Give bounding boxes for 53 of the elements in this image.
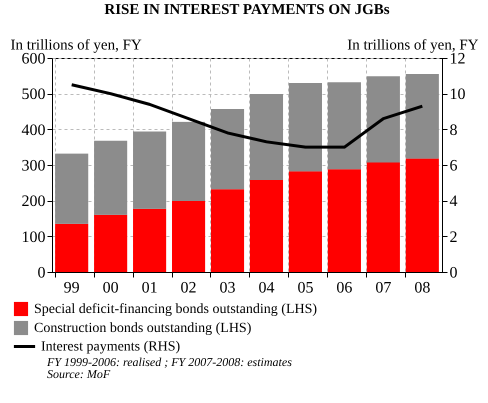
bar xyxy=(94,140,128,215)
y2-tick-label: 10 xyxy=(450,86,466,104)
bar xyxy=(210,109,244,190)
bar xyxy=(55,224,88,272)
x-tick-label: 06 xyxy=(336,280,352,296)
bar xyxy=(328,82,361,170)
chart-title: RISE IN INTEREST PAYMENTS ON JGBs xyxy=(104,2,390,18)
y-tick-label: 200 xyxy=(22,193,46,210)
y2-tick-label: 4 xyxy=(450,193,458,210)
bar xyxy=(172,201,206,272)
bar xyxy=(288,171,322,272)
source-note: Source: MoF xyxy=(47,367,111,381)
bar xyxy=(94,214,128,272)
y2-tick-label: 0 xyxy=(450,264,458,282)
x-tick-label: 02 xyxy=(180,280,197,296)
legend-label: Construction bonds outstanding (LHS) xyxy=(34,321,252,336)
bar xyxy=(328,169,361,272)
bar xyxy=(366,76,400,163)
bar xyxy=(288,82,322,172)
x-tick-label: 01 xyxy=(142,280,158,296)
x-tick-label: 99 xyxy=(64,280,80,296)
bar xyxy=(133,208,166,272)
bar xyxy=(210,189,244,272)
legend-label: Special deficit-financing bonds outstanding (LHS) xyxy=(34,302,318,317)
x-tick-label: 03 xyxy=(220,280,236,296)
bar xyxy=(172,122,206,202)
y-tick-label: 500 xyxy=(22,86,46,104)
y-tick-label: 600 xyxy=(22,50,46,68)
y-tick-label: 100 xyxy=(22,228,46,246)
x-tick-label: 05 xyxy=(297,280,314,296)
legend-label: Interest payments (RHS) xyxy=(41,340,181,354)
y2-tick-label: 8 xyxy=(450,122,458,139)
bar xyxy=(55,154,88,224)
line-series xyxy=(70,83,424,149)
bar xyxy=(366,162,400,272)
bar xyxy=(406,74,439,159)
y2-tick-label: 2 xyxy=(450,228,458,246)
y2-axis-title: In trillions of yen, FY xyxy=(347,38,479,54)
y-tick-label: 0 xyxy=(38,264,46,282)
x-tick-label: 07 xyxy=(375,280,392,296)
y-tick-label: 400 xyxy=(22,122,46,139)
x-tick-label: 00 xyxy=(102,280,119,296)
y-axis-title: In trillions of yen, FY xyxy=(10,38,142,54)
text: FY 1999-2006: realised ; FY 2007-2008: estimates xyxy=(46,355,292,369)
bar xyxy=(133,131,166,209)
bar xyxy=(406,158,439,272)
bar xyxy=(250,94,284,180)
y2-tick-label: 6 xyxy=(450,158,458,174)
y2-tick-label: 12 xyxy=(450,50,466,68)
x-tick-label: 08 xyxy=(414,280,430,296)
y-tick-label: 300 xyxy=(22,158,46,174)
x-tick-label: 04 xyxy=(258,280,274,296)
bar xyxy=(250,180,284,272)
